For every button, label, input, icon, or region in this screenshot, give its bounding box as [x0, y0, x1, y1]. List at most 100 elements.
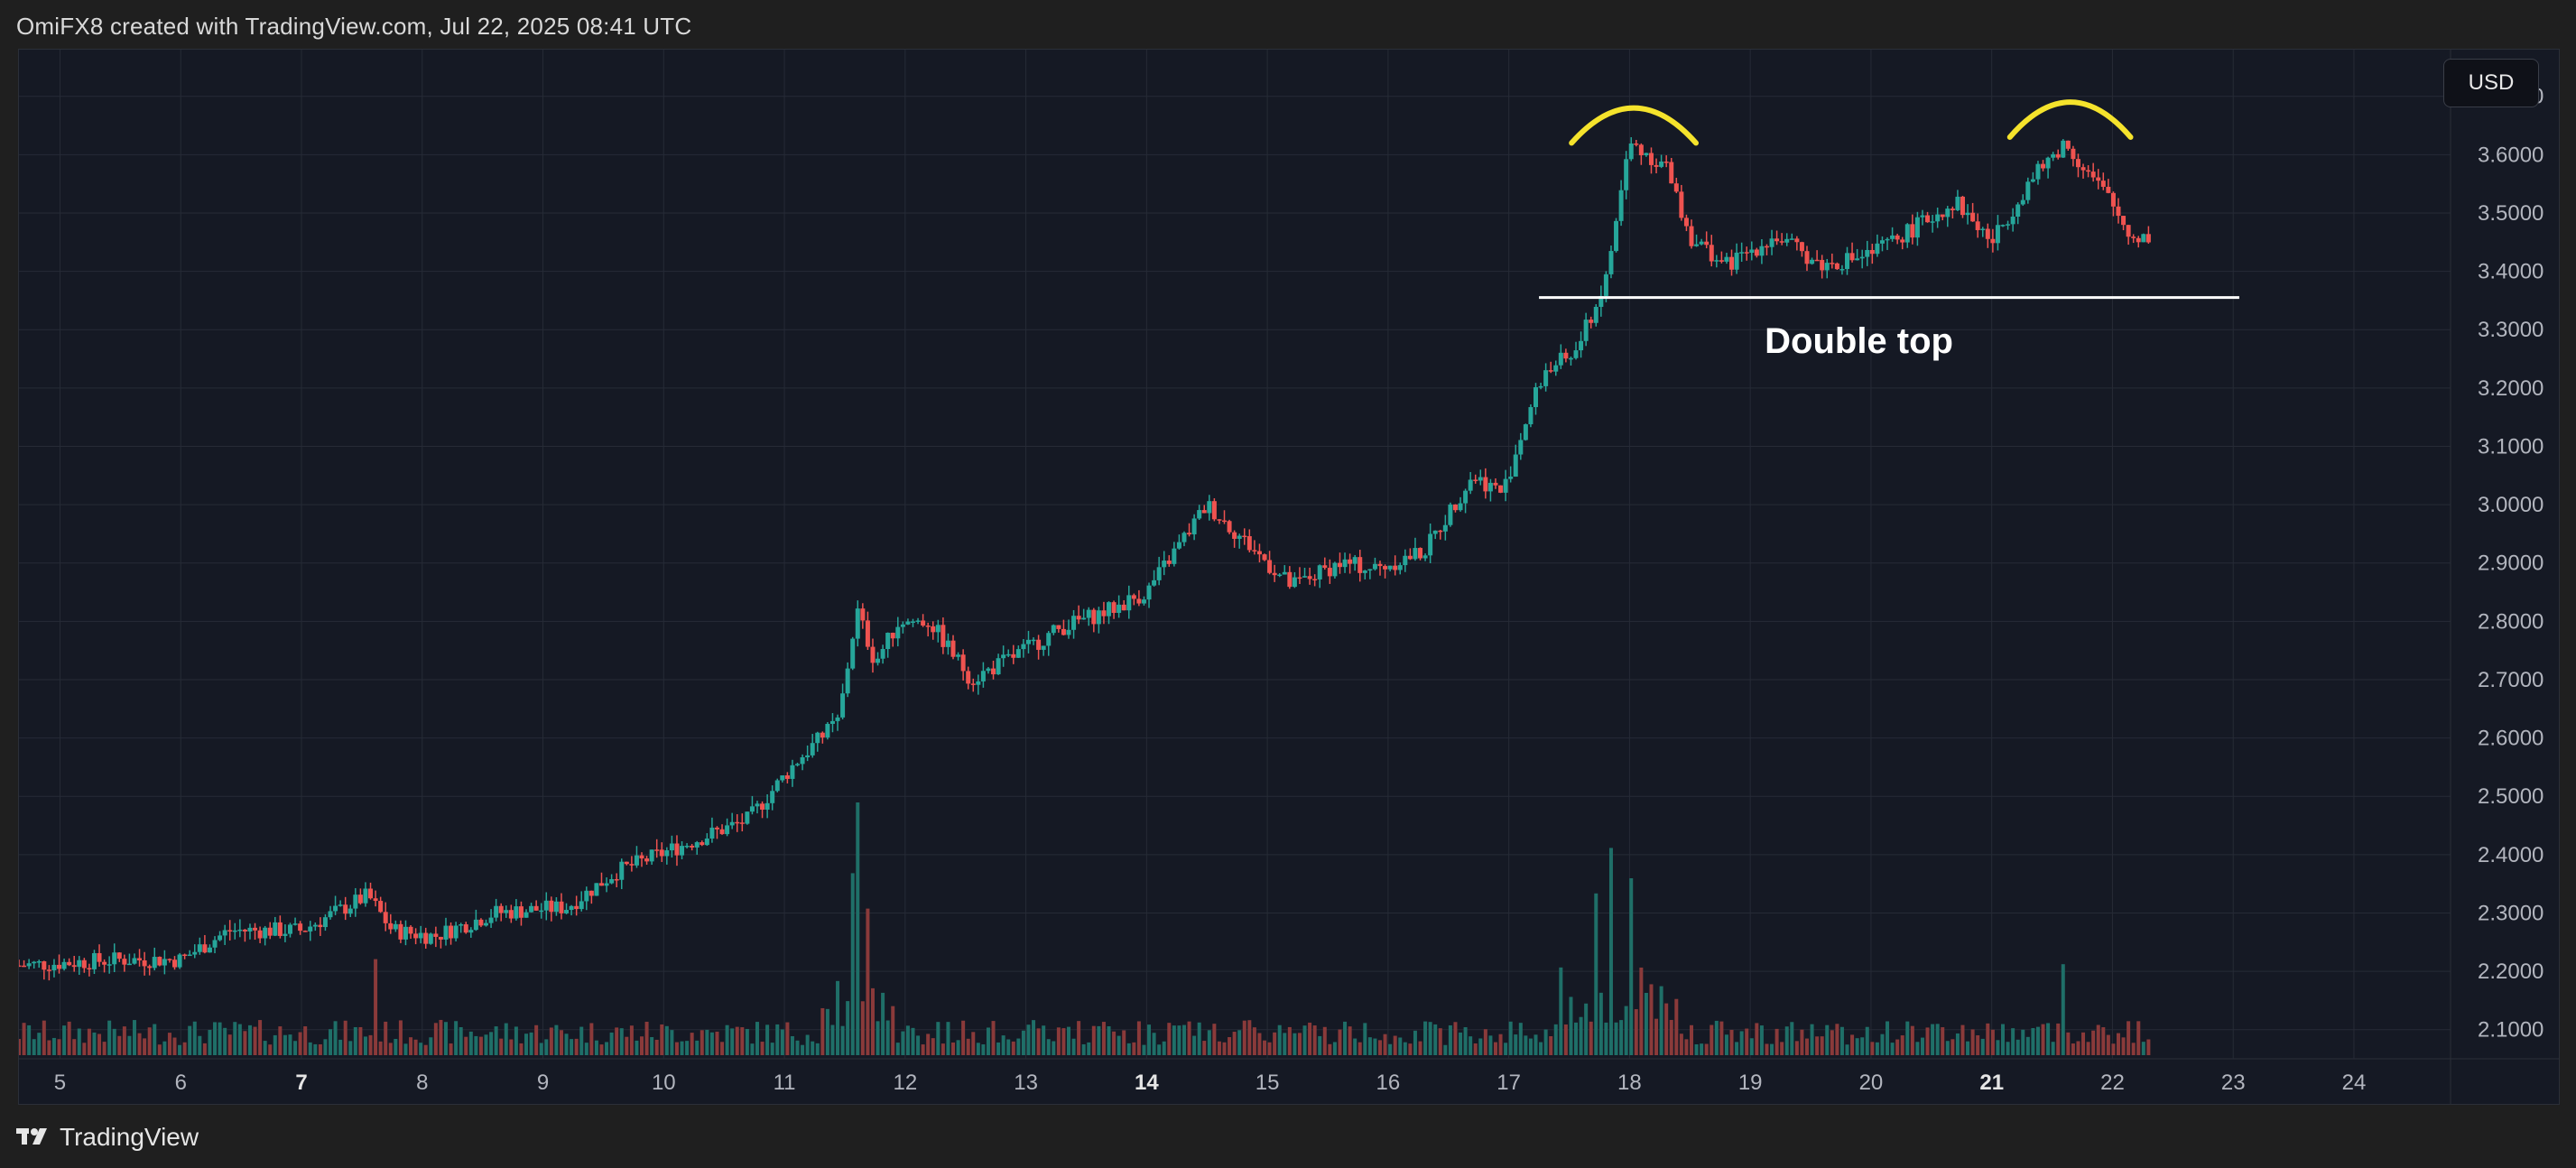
volume-bar — [1845, 1044, 1849, 1055]
candle-body — [991, 668, 996, 675]
volume-bar — [705, 1029, 709, 1055]
volume-bar — [1207, 1030, 1211, 1055]
volume-bar — [268, 1044, 273, 1055]
tradingview-branding[interactable]: TradingView — [16, 1123, 199, 1152]
candle-body — [1413, 548, 1418, 560]
volume-bar — [1920, 1037, 1924, 1055]
volume-bar — [534, 1024, 539, 1055]
volume-bar — [1052, 1041, 1056, 1055]
volume-bar — [1614, 1022, 1618, 1055]
x-tick-label: 12 — [893, 1071, 917, 1095]
volume-bar — [494, 1026, 498, 1055]
volume-bar — [1996, 1040, 2000, 1055]
volume-bar — [413, 1039, 418, 1055]
volume-bar — [1684, 1039, 1689, 1055]
candle-body — [61, 961, 67, 969]
volume-bar — [423, 1044, 428, 1055]
candle-body — [970, 683, 976, 685]
volume-bar — [192, 1021, 197, 1055]
candle-body — [729, 821, 735, 826]
candle-body — [1624, 159, 1629, 190]
volume-bar — [956, 1040, 960, 1055]
candle-body — [1307, 576, 1312, 579]
candle-body — [1834, 263, 1839, 270]
candle-body — [1428, 533, 1433, 556]
double-top-peak-arc[interactable] — [1569, 105, 1699, 146]
volume-bar — [1071, 1038, 1076, 1055]
candle-body — [428, 933, 433, 944]
candle-body — [654, 849, 660, 851]
volume-bar — [1312, 1025, 1317, 1055]
x-tick-label: 18 — [1617, 1071, 1642, 1095]
candle-body — [1914, 217, 1920, 238]
candle-body — [1061, 628, 1066, 635]
candle-body — [533, 905, 539, 911]
chart-panel[interactable]: 2.1000 2.2000 2.3000 2.4000 2.5000 2.6000 2.70… — [18, 49, 2560, 1105]
volume-bar — [976, 1043, 980, 1055]
candle-body — [559, 901, 564, 913]
volume-bar — [1267, 1042, 1272, 1055]
volume-bar — [27, 1024, 32, 1055]
volume-bar — [394, 1038, 398, 1055]
candle-body — [1468, 479, 1473, 491]
candle-body — [2096, 177, 2101, 181]
candle-body — [1618, 190, 1624, 221]
candle-body — [1207, 501, 1212, 514]
volume-bar — [836, 980, 840, 1055]
volume-bar — [554, 1024, 559, 1055]
volume-bar — [1026, 1024, 1031, 1055]
y-tick-label: 3.1000 — [2478, 434, 2544, 459]
volume-bar — [765, 1024, 770, 1055]
volume-bar — [419, 1043, 423, 1055]
volume-bar — [132, 1020, 136, 1055]
candle-body — [1990, 238, 1996, 244]
candle-body — [1673, 183, 1679, 192]
candle-body — [1985, 228, 1990, 239]
volume-bar — [775, 1024, 780, 1055]
double-top-label[interactable]: Double top — [1765, 321, 1953, 361]
candle-body — [1357, 557, 1363, 573]
candle-body — [1422, 555, 1428, 559]
volume-bar — [840, 1025, 845, 1055]
candle-body — [116, 952, 122, 959]
volume-bar — [1990, 1029, 1995, 1055]
candle-body — [318, 924, 323, 928]
volume-bar — [564, 1034, 569, 1055]
candle-body — [1648, 153, 1654, 165]
y-tick-label: 3.3000 — [2478, 318, 2544, 342]
candle-body — [2100, 181, 2106, 187]
volume-bar — [1528, 1038, 1533, 1055]
x-tick-label: 5 — [54, 1071, 66, 1095]
volume-bar — [519, 1043, 524, 1055]
volume-bar — [1066, 1026, 1070, 1055]
currency-selector[interactable]: USD — [2443, 59, 2539, 107]
volume-bar — [172, 1037, 177, 1055]
volume-bar — [986, 1027, 990, 1055]
candle-body — [760, 803, 765, 810]
volume-bar — [1839, 1026, 1844, 1055]
candle-body — [829, 720, 835, 724]
volume-bar — [57, 1039, 61, 1055]
candle-body — [885, 633, 891, 650]
candle-body — [1855, 258, 1860, 261]
volume-bar — [811, 1041, 815, 1055]
volume-bar — [1634, 1009, 1638, 1055]
candle-body — [1348, 559, 1353, 564]
candle-body — [253, 927, 258, 931]
candle-body — [1744, 252, 1749, 254]
volume-bar — [1794, 1041, 1799, 1055]
candle-body — [1608, 251, 1614, 274]
volume-bar — [1247, 1020, 1252, 1055]
volume-bar — [1228, 1037, 1232, 1055]
candle-body — [1704, 241, 1710, 246]
double-top-peak-arc[interactable] — [2006, 99, 2134, 140]
candle-body — [222, 930, 227, 936]
volume-bar — [167, 1033, 171, 1055]
candle-body — [162, 959, 167, 966]
candle-body — [19, 965, 22, 968]
candle-body — [283, 933, 288, 936]
candle-body — [1719, 260, 1724, 262]
candle-body — [1252, 550, 1257, 552]
candle-body — [840, 693, 846, 718]
candlestick-chart[interactable]: 2.1000 2.2000 2.3000 2.4000 2.5000 2.6000 2.70… — [19, 50, 2559, 1104]
